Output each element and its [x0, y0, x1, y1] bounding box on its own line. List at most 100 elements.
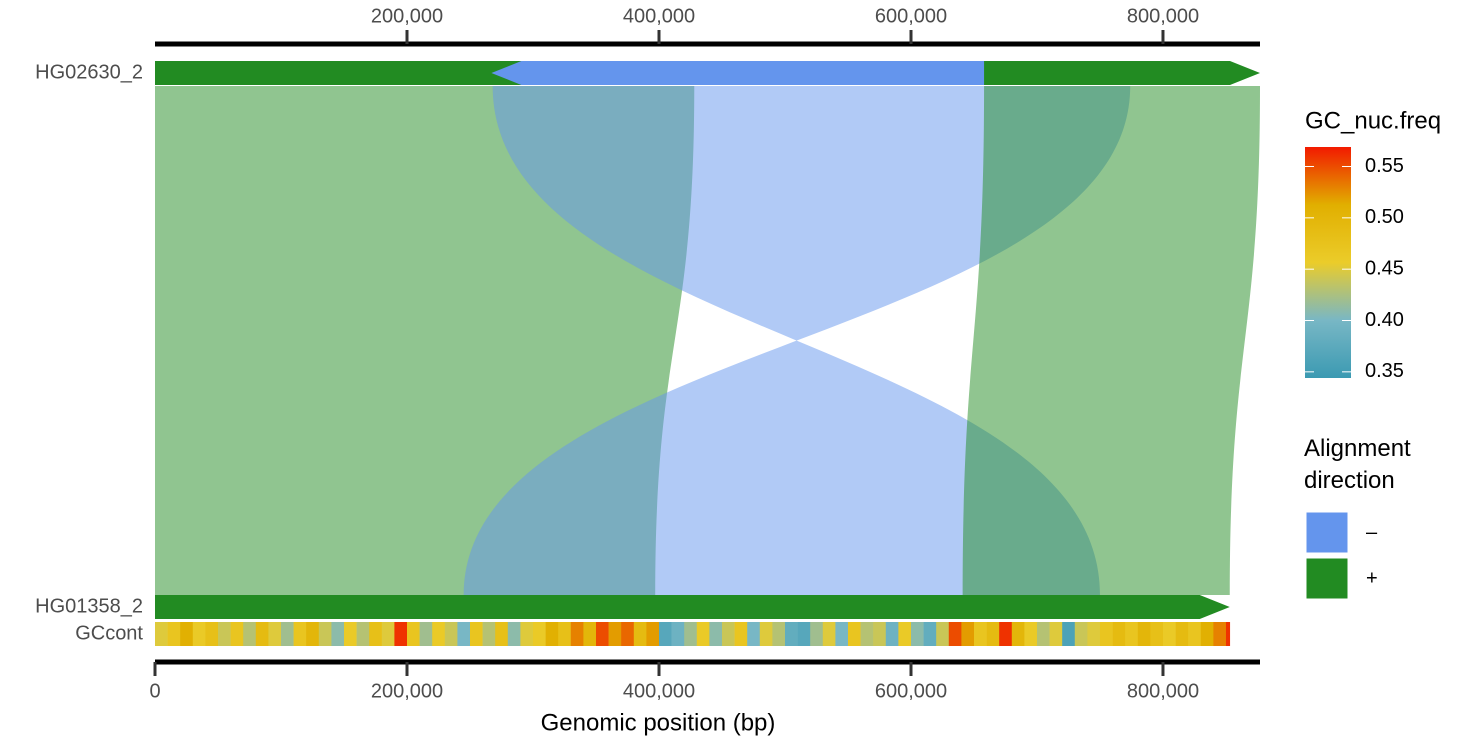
gc-bin	[217, 622, 231, 646]
gc-bin	[155, 622, 168, 646]
gc-bin	[1087, 622, 1101, 646]
gc-bin	[936, 622, 950, 646]
x-tick-label: 800,000	[1127, 680, 1199, 702]
gc-bin	[885, 622, 899, 646]
gc-bin	[545, 622, 559, 646]
gc-bin	[986, 622, 1000, 646]
gc-bin	[684, 622, 698, 646]
gc-bin	[507, 622, 521, 646]
gc-bin	[280, 622, 294, 646]
gc-bin	[923, 622, 937, 646]
gc-bin	[696, 622, 710, 646]
sequence-label: HG02630_2	[35, 61, 143, 83]
gc-bin	[1188, 622, 1202, 646]
gc-bin	[646, 622, 660, 646]
gc-bin	[784, 622, 798, 646]
gc-bin	[1099, 622, 1113, 646]
direction-legend-title: Alignment direction	[1304, 435, 1411, 494]
gc-bin	[621, 622, 635, 646]
gc-bin	[532, 622, 546, 646]
gc-bin	[860, 622, 874, 646]
gc-bin	[759, 622, 773, 646]
gc-bin	[1213, 622, 1227, 646]
gc-bin	[658, 622, 672, 646]
x-tick-label: 0	[149, 680, 160, 702]
gc-bin	[810, 622, 824, 646]
gc-bin	[306, 622, 320, 646]
x-tick-label: 200,000	[371, 680, 443, 702]
gc-bin	[394, 622, 408, 646]
colorbar-label: 0.45	[1365, 257, 1404, 279]
gc-bin	[369, 622, 383, 646]
gc-bin	[595, 622, 609, 646]
gc-bin	[180, 622, 194, 646]
gc-bin	[331, 622, 345, 646]
alignment	[962, 86, 1260, 595]
gc-bin	[671, 622, 685, 646]
gc-bin	[734, 622, 748, 646]
colorbar-label: 0.40	[1365, 309, 1404, 331]
legend-label: +	[1366, 567, 1378, 589]
gc-bin	[772, 622, 786, 646]
x-axis-label: Genomic position (bp)	[541, 709, 776, 736]
gc-bin	[999, 622, 1013, 646]
gc-bin	[973, 622, 987, 646]
gc-bin	[1162, 622, 1176, 646]
gc-bin	[961, 622, 975, 646]
gc-bin	[898, 622, 912, 646]
gc-bin	[318, 622, 332, 646]
gc-bin	[721, 622, 735, 646]
gc-bin	[432, 622, 446, 646]
gc-bin	[558, 622, 572, 646]
x-tick-label: 400,000	[623, 5, 695, 27]
x-tick-label: 800,000	[1127, 5, 1199, 27]
gc-bin	[1074, 622, 1088, 646]
legend-key	[1305, 557, 1349, 600]
gc-bin	[167, 622, 181, 646]
colorbar-label: 0.55	[1365, 155, 1404, 177]
legend-label: –	[1366, 521, 1378, 543]
gc-bin	[406, 622, 420, 646]
sequence-segment	[155, 595, 1230, 619]
colorbar-label: 0.50	[1365, 206, 1404, 228]
sequence-label: HG01358_2	[35, 595, 143, 617]
gc-bin	[910, 622, 924, 646]
colorbar-label: 0.35	[1365, 360, 1404, 382]
gc-bin	[268, 622, 282, 646]
gc-bin	[747, 622, 761, 646]
gc-bin	[583, 622, 597, 646]
gc-bin	[343, 622, 357, 646]
legend-key	[1305, 511, 1349, 554]
colorbar	[1305, 147, 1351, 378]
gc-bin	[633, 622, 647, 646]
gc-bin	[797, 622, 811, 646]
gc-bin	[444, 622, 458, 646]
gc-bin	[1112, 622, 1126, 646]
gc-bin	[520, 622, 534, 646]
gc-bin	[1125, 622, 1139, 646]
gc-bin	[1150, 622, 1164, 646]
gc-bin	[255, 622, 269, 646]
gc-bin	[847, 622, 861, 646]
gc-label: GCcont	[75, 622, 143, 644]
gc-bin	[205, 622, 219, 646]
direction-legend-title-box: Alignment direction	[1304, 435, 1411, 494]
gc-bin	[457, 622, 471, 646]
gc-bin	[1049, 622, 1063, 646]
gc-bin	[243, 622, 257, 646]
x-tick-label: 200,000	[371, 5, 443, 27]
gc-bin	[381, 622, 395, 646]
gc-bin	[469, 622, 483, 646]
gc-bin	[356, 622, 370, 646]
x-tick-label: 600,000	[875, 5, 947, 27]
gc-bin	[495, 622, 509, 646]
colorbar-title: GC_nuc.freq	[1305, 107, 1441, 134]
gc-bin	[570, 622, 584, 646]
gc-bin	[1036, 622, 1050, 646]
gc-bin	[1062, 622, 1076, 646]
gc-bin	[1011, 622, 1025, 646]
gc-bin	[1175, 622, 1189, 646]
gc-bin	[230, 622, 244, 646]
gc-bin	[1024, 622, 1038, 646]
gc-bin	[482, 622, 496, 646]
